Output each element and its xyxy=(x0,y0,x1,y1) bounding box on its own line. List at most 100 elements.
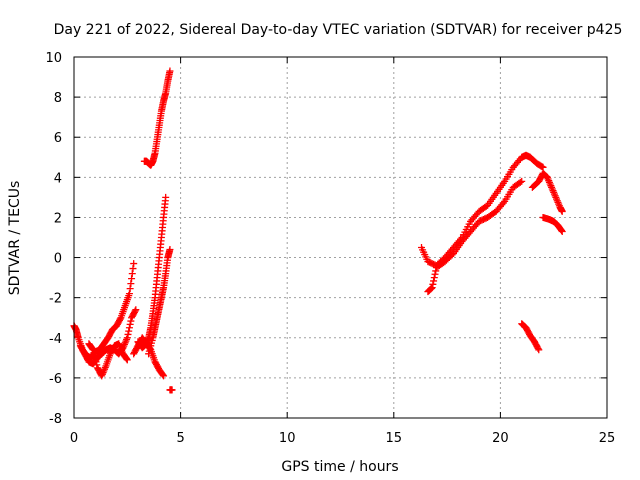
data-point xyxy=(127,280,135,288)
data-point xyxy=(166,246,174,254)
data-point xyxy=(125,290,133,298)
y-tick-label: -6 xyxy=(49,372,62,387)
x-tick-labels: 0 5 10 15 20 25 xyxy=(70,431,615,446)
data-point xyxy=(101,365,109,373)
data-point xyxy=(99,369,107,377)
data-point xyxy=(549,187,557,195)
data-point xyxy=(546,180,554,188)
data-point xyxy=(129,265,137,273)
data-point xyxy=(122,337,130,345)
series-sat-m-late-drop xyxy=(518,320,543,354)
data-point xyxy=(427,285,435,293)
x-tick-label: 10 xyxy=(279,431,296,446)
series-sat-l-late-tail2 xyxy=(539,213,566,235)
data-point xyxy=(123,356,131,364)
data-point xyxy=(432,267,440,275)
data-point xyxy=(554,198,562,206)
data-point xyxy=(550,190,558,198)
data-point xyxy=(558,227,566,235)
data-point xyxy=(118,346,126,354)
series-sat-k-late-tail xyxy=(528,169,566,215)
series-sat-i-late-upper xyxy=(418,151,547,270)
data-point xyxy=(146,345,154,353)
data-point xyxy=(516,178,524,186)
data-point xyxy=(89,346,97,354)
data-point xyxy=(91,352,99,360)
data-point xyxy=(127,317,135,325)
data-point xyxy=(93,361,101,369)
data-point xyxy=(101,364,109,372)
data-point xyxy=(126,320,134,328)
data-point xyxy=(547,182,555,190)
series-sat-g-falling xyxy=(130,334,168,380)
data-point xyxy=(539,163,547,171)
data-point xyxy=(116,343,124,351)
y-tick-labels: -8 -6 -4 -2 0 2 4 6 8 10 xyxy=(45,51,62,427)
data-point xyxy=(168,386,176,394)
data-point xyxy=(548,183,556,191)
data-point xyxy=(543,173,551,181)
x-tick-label: 0 xyxy=(70,431,78,446)
data-point xyxy=(166,67,174,75)
y-tick-label: -4 xyxy=(49,332,62,347)
data-point xyxy=(125,327,133,335)
x-tick-label: 15 xyxy=(386,431,403,446)
data-point xyxy=(159,371,167,379)
data-point xyxy=(123,335,131,343)
y-tick-label: 8 xyxy=(54,91,62,106)
y-tick-label: 4 xyxy=(54,171,62,186)
data-point xyxy=(534,344,542,352)
data-point xyxy=(558,226,566,234)
data-point xyxy=(553,197,561,205)
data-point xyxy=(98,372,106,380)
x-tick-label: 5 xyxy=(176,431,184,446)
data-point xyxy=(116,315,124,323)
data-point xyxy=(545,178,553,186)
data-point xyxy=(125,324,133,332)
data-point xyxy=(128,275,136,283)
y-tick-label: -8 xyxy=(49,412,62,427)
data-point xyxy=(551,192,559,200)
data-point xyxy=(126,285,134,293)
data-point xyxy=(518,177,526,185)
data-point xyxy=(130,260,138,268)
data-point xyxy=(124,330,132,338)
data-point xyxy=(131,307,139,315)
data-point xyxy=(132,306,140,314)
series-sat-a-rising xyxy=(140,67,174,169)
data-point xyxy=(553,195,561,203)
data-point xyxy=(90,349,98,357)
data-point xyxy=(91,355,99,363)
data-point xyxy=(499,199,507,207)
data-point xyxy=(123,334,131,342)
series-sat-f-dip xyxy=(85,340,131,380)
data-point xyxy=(117,345,125,353)
data-point xyxy=(115,341,123,349)
data-point xyxy=(430,277,438,285)
data-point xyxy=(545,177,553,185)
data-point xyxy=(552,193,560,201)
y-tick-label: 10 xyxy=(45,51,62,66)
data-point xyxy=(160,372,168,380)
data-point xyxy=(100,367,108,375)
data-point xyxy=(92,358,100,366)
data-point xyxy=(548,185,556,193)
y-tick-label: 0 xyxy=(54,252,62,267)
data-point xyxy=(427,284,435,292)
x-axis-label: GPS time / hours xyxy=(281,459,398,475)
data-point xyxy=(538,163,546,171)
data-point xyxy=(558,207,566,215)
x-tick-label: 20 xyxy=(492,431,509,446)
data-point xyxy=(550,188,558,196)
data-point xyxy=(535,346,543,354)
data-point xyxy=(544,175,552,183)
axis-ticks xyxy=(73,56,608,419)
series-sat-h-lone xyxy=(166,386,176,394)
data-point xyxy=(431,270,439,278)
data-point xyxy=(429,280,437,288)
data-marks xyxy=(70,67,566,394)
data-point xyxy=(120,340,128,348)
y-tick-label: -2 xyxy=(49,292,62,307)
y-tick-label: 6 xyxy=(54,131,62,146)
